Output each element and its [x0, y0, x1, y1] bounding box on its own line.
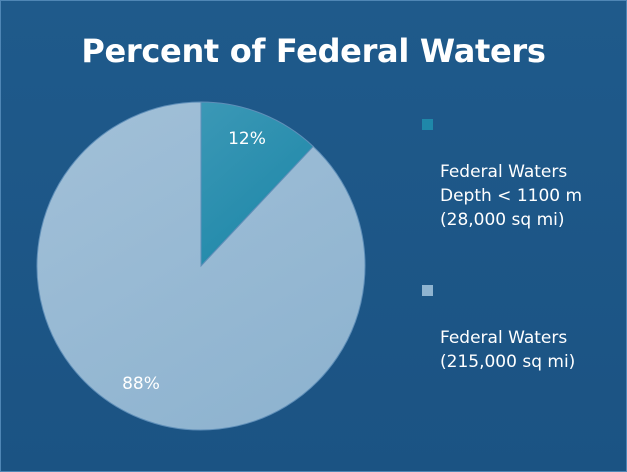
pie-slice-federal-waters	[36, 101, 366, 431]
legend-swatch-depth-under-1100m	[422, 119, 433, 130]
legend-item-depth-under-1100m: Federal Waters Depth < 1100 m (28,000 sq…	[422, 112, 620, 232]
data-label-88-percent: 88%	[122, 374, 160, 394]
pie-slice-depth-under-1100m	[200, 101, 314, 268]
data-label-12-percent: 12%	[228, 129, 266, 149]
legend-label-federal-waters: Federal Waters (215,000 sq mi)	[440, 328, 576, 372]
legend-swatch-federal-waters	[422, 285, 433, 296]
legend: Federal Waters Depth < 1100 m (28,000 sq…	[422, 112, 620, 374]
legend-label-depth-under-1100m: Federal Waters Depth < 1100 m (28,000 sq…	[440, 162, 583, 230]
chart-title: Percent of Federal Waters	[81, 32, 546, 70]
legend-item-federal-waters: Federal Waters (215,000 sq mi)	[422, 278, 620, 374]
